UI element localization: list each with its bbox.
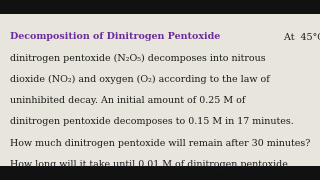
FancyBboxPatch shape: [0, 14, 320, 166]
Text: How much dinitrogen pentoxide will remain after 30 minutes?: How much dinitrogen pentoxide will remai…: [10, 139, 310, 148]
Text: uninhibited decay. An initial amount of 0.25 M of: uninhibited decay. An initial amount of …: [10, 96, 245, 105]
Text: dioxide (NO₂) and oxygen (O₂) according to the law of: dioxide (NO₂) and oxygen (O₂) according …: [10, 75, 269, 84]
Text: At  45°C,: At 45°C,: [281, 32, 320, 41]
Text: dinitrogen pentoxide (N₂O₅) decomposes into nitrous: dinitrogen pentoxide (N₂O₅) decomposes i…: [10, 54, 265, 63]
Text: dinitrogen pentoxide decomposes to 0.15 M in 17 minutes.: dinitrogen pentoxide decomposes to 0.15 …: [10, 117, 293, 126]
Text: How long will it take until 0.01 M of dinitrogen pentoxide: How long will it take until 0.01 M of di…: [10, 160, 287, 169]
Text: Decomposition of Dinitrogen Pentoxide: Decomposition of Dinitrogen Pentoxide: [10, 32, 220, 41]
